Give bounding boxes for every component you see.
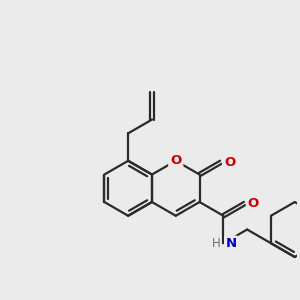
Text: N: N: [225, 237, 236, 250]
Text: O: O: [170, 154, 182, 167]
Text: H: H: [212, 237, 220, 250]
Text: O: O: [248, 197, 259, 210]
Text: O: O: [224, 156, 235, 169]
